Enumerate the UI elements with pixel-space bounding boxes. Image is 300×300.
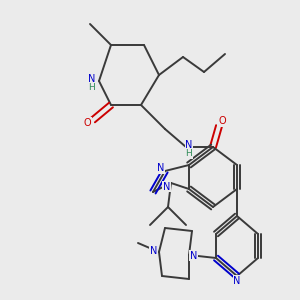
Text: H: H [186, 149, 192, 158]
Text: N: N [190, 250, 197, 261]
Text: H: H [88, 83, 95, 92]
Text: N: N [163, 182, 170, 192]
Text: O: O [83, 118, 91, 128]
Text: N: N [233, 275, 241, 286]
Text: O: O [218, 116, 226, 127]
Text: N: N [157, 163, 164, 173]
Text: N: N [88, 74, 95, 85]
Text: N: N [185, 140, 193, 151]
Text: N: N [150, 246, 157, 256]
